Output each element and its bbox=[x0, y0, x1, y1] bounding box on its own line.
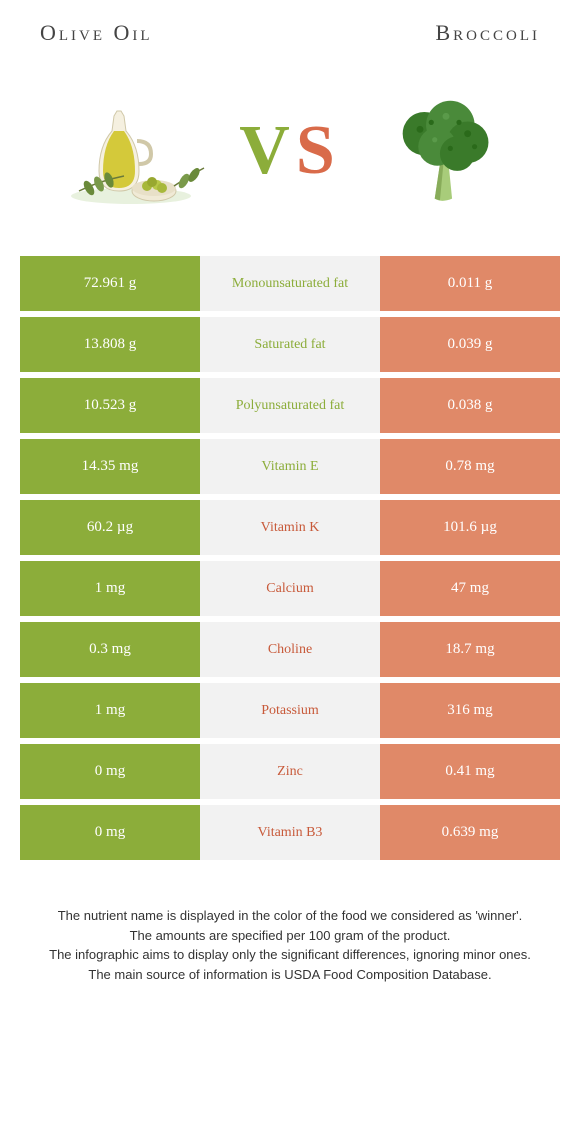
footer-line: The infographic aims to display only the… bbox=[30, 945, 550, 965]
nutrient-label: Saturated fat bbox=[200, 317, 380, 372]
footer-line: The amounts are specified per 100 gram o… bbox=[30, 926, 550, 946]
right-value: 0.41 mg bbox=[380, 744, 560, 799]
left-value: 0 mg bbox=[20, 805, 200, 860]
table-row: 0 mg Vitamin B3 0.639 mg bbox=[20, 805, 560, 860]
right-value: 316 mg bbox=[380, 683, 560, 738]
nutrient-label: Vitamin B3 bbox=[200, 805, 380, 860]
table-row: 1 mg Potassium 316 mg bbox=[20, 683, 560, 738]
nutrient-label: Zinc bbox=[200, 744, 380, 799]
nutrient-label: Vitamin E bbox=[200, 439, 380, 494]
vs-s: S bbox=[296, 112, 341, 189]
table-row: 13.808 g Saturated fat 0.039 g bbox=[20, 317, 560, 372]
right-value: 47 mg bbox=[380, 561, 560, 616]
nutrient-label: Polyunsaturated fat bbox=[200, 378, 380, 433]
left-value: 0 mg bbox=[20, 744, 200, 799]
footer-notes: The nutrient name is displayed in the co… bbox=[0, 866, 580, 1004]
broccoli-image bbox=[371, 76, 521, 226]
left-value: 60.2 µg bbox=[20, 500, 200, 555]
food-right-title: Broccoli bbox=[435, 20, 540, 46]
nutrient-label: Potassium bbox=[200, 683, 380, 738]
nutrient-label: Vitamin K bbox=[200, 500, 380, 555]
nutrient-label: Monounsaturated fat bbox=[200, 256, 380, 311]
left-value: 0.3 mg bbox=[20, 622, 200, 677]
right-value: 18.7 mg bbox=[380, 622, 560, 677]
right-value: 0.78 mg bbox=[380, 439, 560, 494]
right-value: 0.038 g bbox=[380, 378, 560, 433]
table-row: 14.35 mg Vitamin E 0.78 mg bbox=[20, 439, 560, 494]
images-row: VS bbox=[0, 56, 580, 256]
comparison-table: 72.961 g Monounsaturated fat 0.011 g 13.… bbox=[20, 256, 560, 866]
right-value: 101.6 µg bbox=[380, 500, 560, 555]
vs-label: VS bbox=[239, 111, 341, 191]
left-value: 1 mg bbox=[20, 683, 200, 738]
right-value: 0.639 mg bbox=[380, 805, 560, 860]
left-value: 72.961 g bbox=[20, 256, 200, 311]
table-row: 10.523 g Polyunsaturated fat 0.038 g bbox=[20, 378, 560, 433]
right-value: 0.011 g bbox=[380, 256, 560, 311]
table-row: 0 mg Zinc 0.41 mg bbox=[20, 744, 560, 799]
left-value: 1 mg bbox=[20, 561, 200, 616]
olive-oil-image bbox=[59, 76, 209, 226]
right-value: 0.039 g bbox=[380, 317, 560, 372]
left-value: 14.35 mg bbox=[20, 439, 200, 494]
nutrient-label: Calcium bbox=[200, 561, 380, 616]
left-value: 13.808 g bbox=[20, 317, 200, 372]
table-row: 1 mg Calcium 47 mg bbox=[20, 561, 560, 616]
nutrient-label: Choline bbox=[200, 622, 380, 677]
table-row: 0.3 mg Choline 18.7 mg bbox=[20, 622, 560, 677]
header-row: Olive Oil Broccoli bbox=[0, 0, 580, 56]
vs-v: V bbox=[239, 112, 296, 189]
left-value: 10.523 g bbox=[20, 378, 200, 433]
footer-line: The nutrient name is displayed in the co… bbox=[30, 906, 550, 926]
table-row: 72.961 g Monounsaturated fat 0.011 g bbox=[20, 256, 560, 311]
footer-line: The main source of information is USDA F… bbox=[30, 965, 550, 985]
table-row: 60.2 µg Vitamin K 101.6 µg bbox=[20, 500, 560, 555]
food-left-title: Olive Oil bbox=[40, 20, 153, 46]
